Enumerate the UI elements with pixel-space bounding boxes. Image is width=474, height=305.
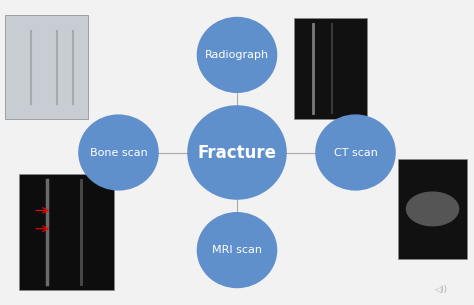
Ellipse shape bbox=[315, 114, 396, 191]
FancyBboxPatch shape bbox=[5, 15, 88, 119]
Text: Radiograph: Radiograph bbox=[205, 50, 269, 60]
FancyBboxPatch shape bbox=[294, 18, 367, 119]
Circle shape bbox=[406, 192, 458, 226]
Ellipse shape bbox=[78, 114, 159, 191]
Text: ◁)): ◁)) bbox=[434, 285, 447, 294]
FancyBboxPatch shape bbox=[19, 174, 114, 290]
Text: Bone scan: Bone scan bbox=[90, 148, 147, 157]
FancyBboxPatch shape bbox=[398, 159, 467, 259]
Ellipse shape bbox=[187, 105, 287, 200]
Ellipse shape bbox=[197, 17, 277, 93]
Ellipse shape bbox=[197, 212, 277, 288]
Text: MRI scan: MRI scan bbox=[212, 245, 262, 255]
Text: Fracture: Fracture bbox=[198, 143, 276, 162]
Text: CT scan: CT scan bbox=[334, 148, 377, 157]
